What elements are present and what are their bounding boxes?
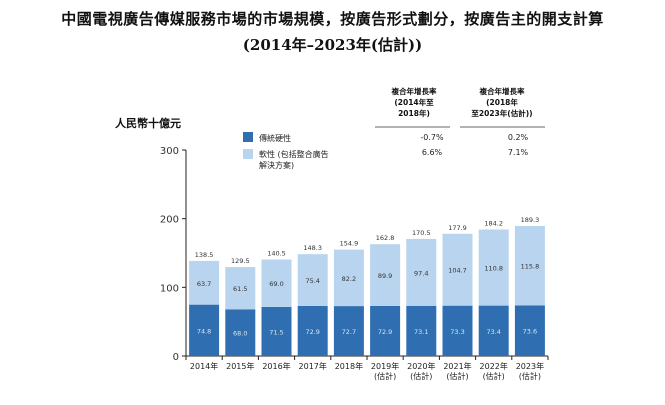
data-label-hard: 73.4 — [486, 328, 500, 336]
cagr-value-2014-2018: -0.7% — [420, 133, 444, 142]
x-tick-label: 2021年 — [443, 361, 471, 371]
bar-traditional-hard — [370, 305, 401, 356]
bars — [189, 225, 545, 356]
bar-soft-integrated — [333, 249, 364, 307]
bar-traditional-hard — [189, 304, 220, 356]
x-tick-label: 2017年 — [299, 361, 327, 371]
x-tick-label: 2014年 — [190, 361, 218, 371]
cagr-value-2014-2018: 6.6% — [422, 148, 443, 157]
cagr-header-2014-2018: 複合年增長率 — [391, 86, 437, 96]
legend-swatch-hard — [243, 132, 253, 142]
bar-soft-integrated — [189, 260, 220, 305]
y-tick-label: 300 — [160, 146, 179, 157]
data-label-soft: 82.2 — [342, 275, 356, 283]
cagr-table: 複合年增長率(2014年至2018年)複合年增長率(2018年至2023年(估計… — [375, 86, 545, 157]
data-label-hard: 72.9 — [305, 328, 319, 336]
chart-title: 中國電視廣告傳媒服務市場的市場規模，按廣告形式劃分，按廣告主的開支計算 — [61, 10, 604, 28]
bar-traditional-hard — [225, 309, 256, 356]
data-labels: 74.8 63.7 138.5 68.0 61.5 129.5 71.5 69.0 140.5 7… — [195, 216, 539, 338]
bar-soft-integrated — [478, 229, 509, 306]
data-label-soft: 75.4 — [305, 277, 319, 285]
data-label-total: 177.9 — [448, 224, 467, 232]
x-tick-label: 2019年 — [371, 361, 399, 371]
legend-label-soft: 解決方案) — [259, 160, 294, 170]
chart-subtitle: (2014年–2023年(估計)) — [242, 36, 423, 54]
data-label-hard: 74.8 — [197, 327, 211, 335]
cagr-header-2018-2023: 複合年增長率 — [479, 86, 525, 96]
x-tick-label: 2018年 — [335, 361, 363, 371]
data-label-soft: 61.5 — [233, 285, 247, 293]
x-tick-label: (估計) — [519, 371, 541, 381]
data-label-hard: 73.6 — [523, 328, 537, 336]
data-label-total: 162.8 — [376, 234, 395, 242]
data-label-total: 154.9 — [340, 240, 359, 248]
data-label-hard: 71.5 — [269, 328, 283, 336]
cagr-value-2018-2023: 0.2% — [508, 133, 529, 142]
data-label-soft: 63.7 — [197, 280, 211, 288]
x-tick-label: 2022年 — [480, 361, 508, 371]
data-label-soft: 69.0 — [269, 280, 283, 288]
bar-traditional-hard — [442, 305, 473, 356]
bar-traditional-hard — [406, 305, 437, 356]
y-tick-label: 0 — [173, 352, 179, 363]
data-label-soft: 97.4 — [414, 269, 428, 277]
data-label-soft: 89.9 — [378, 272, 392, 280]
bar-soft-integrated — [297, 254, 328, 306]
cagr-header-2014-2018: 2018年) — [398, 108, 430, 118]
y-axis-label: 人民幣十億元 — [115, 116, 181, 130]
data-label-total: 189.3 — [521, 216, 540, 224]
data-label-hard: 72.7 — [342, 328, 356, 336]
data-label-soft: 115.8 — [521, 263, 540, 271]
data-label-total: 129.5 — [231, 257, 250, 265]
bar-traditional-hard — [297, 305, 328, 356]
data-label-total: 184.2 — [484, 220, 503, 228]
y-tick-label: 100 — [160, 283, 179, 294]
bar-soft-integrated — [406, 238, 437, 306]
cagr-header-2018-2023: (2018年 — [486, 97, 518, 107]
data-label-hard: 68.0 — [233, 330, 247, 338]
legend-label-soft: 軟性 (包括整合廣告 — [259, 149, 329, 159]
x-tick-label: 2015年 — [226, 361, 254, 371]
x-tick-label: (估計) — [483, 371, 505, 381]
data-label-hard: 72.9 — [378, 328, 392, 336]
data-label-soft: 110.8 — [484, 265, 503, 273]
data-label-soft: 104.7 — [448, 267, 467, 275]
bar-soft-integrated — [442, 233, 473, 306]
x-tick-label: (估計) — [410, 371, 432, 381]
bar-traditional-hard — [514, 305, 545, 356]
bar-soft-integrated — [225, 267, 256, 310]
bar-traditional-hard — [333, 306, 364, 356]
bar-soft-integrated — [370, 244, 401, 306]
legend-swatch-soft — [243, 149, 253, 159]
cagr-value-2018-2023: 7.1% — [508, 148, 529, 157]
legend-label-hard: 傳統硬性 — [259, 133, 291, 143]
x-tick-label: 2020年 — [407, 361, 435, 371]
bar-traditional-hard — [478, 305, 509, 356]
bar-soft-integrated — [261, 259, 292, 307]
y-tick-label: 200 — [160, 215, 179, 226]
x-tick-label: (估計) — [446, 371, 468, 381]
data-label-total: 140.5 — [267, 250, 286, 258]
bar-traditional-hard — [261, 306, 292, 356]
x-tick-label: (估計) — [374, 371, 396, 381]
data-label-hard: 73.3 — [450, 328, 464, 336]
bar-soft-integrated — [514, 225, 545, 306]
cagr-header-2018-2023: 至2023年(估計)) — [471, 108, 532, 118]
x-tick-label: 2016年 — [262, 361, 290, 371]
x-tick-label: 2023年 — [516, 361, 544, 371]
data-label-total: 138.5 — [195, 251, 214, 259]
data-label-total: 170.5 — [412, 229, 431, 237]
cagr-header-2014-2018: (2014年至 — [394, 97, 434, 107]
data-label-hard: 73.1 — [414, 328, 428, 336]
data-label-total: 148.3 — [303, 244, 322, 252]
